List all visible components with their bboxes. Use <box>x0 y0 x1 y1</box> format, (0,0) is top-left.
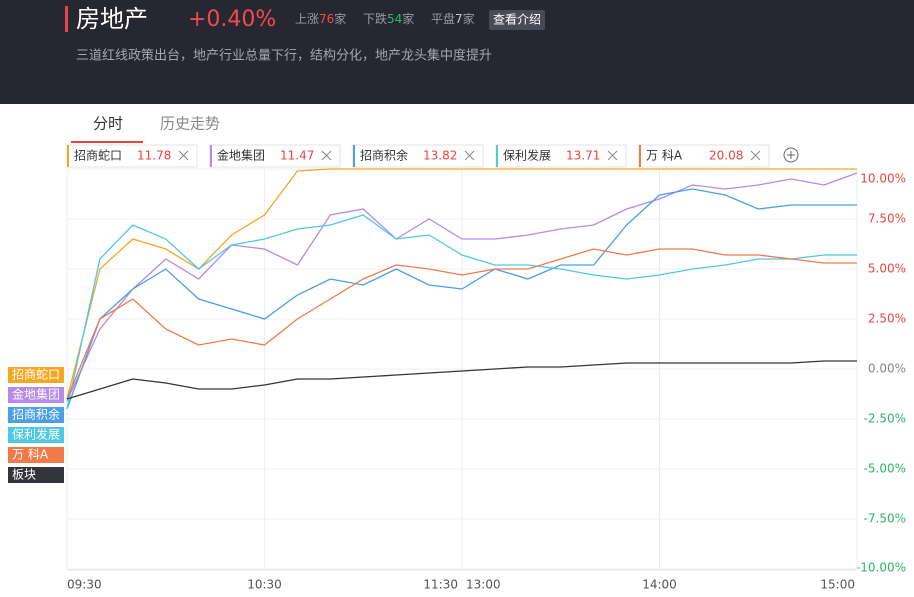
series-line <box>66 360 857 400</box>
x-tick-label: 15:00 <box>820 578 855 592</box>
header-bg <box>0 0 914 104</box>
y-tick-label: 10.00% <box>860 172 906 186</box>
chip-close[interactable] <box>464 150 475 161</box>
stat-count: 54 <box>387 12 402 26</box>
chip-name: 金地集团 <box>217 148 265 163</box>
chip-close[interactable] <box>178 150 189 161</box>
chip-price: 20.08 <box>709 149 743 163</box>
stat-unit: 家 <box>402 11 414 26</box>
series-line <box>66 214 857 410</box>
legend-box <box>8 447 64 463</box>
y-tick-label: -5.00% <box>864 462 906 476</box>
intro-button[interactable] <box>489 10 545 30</box>
legend-label: 万 科A <box>12 448 49 462</box>
chip-name: 保利发展 <box>503 148 551 163</box>
chip-color <box>496 145 498 167</box>
add-button[interactable] <box>783 147 799 163</box>
stat-label: 上涨 <box>295 11 319 26</box>
chip-close[interactable] <box>607 150 618 161</box>
chip-price: 13.82 <box>423 149 457 163</box>
x-tick-label: 10:30 <box>247 578 282 592</box>
stat: 平盘7家 <box>431 11 475 26</box>
legend-box <box>8 467 64 483</box>
stat-label: 下跌 <box>363 11 387 26</box>
legend-box <box>8 407 64 423</box>
chip-close[interactable] <box>750 150 761 161</box>
chip-close[interactable] <box>321 150 332 161</box>
intro-button-label[interactable]: 查看介绍 <box>493 13 541 27</box>
stat-unit: 家 <box>463 11 475 26</box>
chip-color <box>353 145 355 167</box>
y-tick-label: 7.50% <box>868 212 906 226</box>
series-line <box>66 248 857 400</box>
y-tick-label: 2.50% <box>868 312 906 326</box>
chip-color <box>210 145 212 167</box>
x-tick-label: 11:30 <box>423 578 458 592</box>
legend-label: 金地集团 <box>12 387 60 402</box>
x-tick-label: 14:00 <box>642 578 677 592</box>
y-tick-label: -2.50% <box>864 412 906 426</box>
series-line <box>66 188 857 410</box>
legend-box <box>8 367 64 383</box>
chip-color <box>639 145 641 167</box>
legend-label: 保利发展 <box>12 427 60 442</box>
x-tick-label: 13:00 <box>466 578 501 592</box>
tab[interactable]: 历史走势 <box>160 115 220 133</box>
tab-active[interactable]: 分时 <box>93 115 123 133</box>
stat-count: 7 <box>455 12 463 26</box>
title: 房地产 <box>76 5 148 33</box>
stat-label: 平盘 <box>431 11 455 26</box>
add-icon <box>787 151 795 159</box>
chip-name: 招商蛇口 <box>74 148 122 163</box>
x-tick-label: 09:30 <box>67 578 102 592</box>
stat: 上涨76家 <box>295 11 346 26</box>
y-tick-label: -7.50% <box>864 512 906 526</box>
y-tick-label: -10.00% <box>856 561 906 575</box>
stat-unit: 家 <box>334 11 346 26</box>
y-tick-label: 5.00% <box>868 262 906 276</box>
chip-price: 11.78 <box>137 149 171 163</box>
tab-underline <box>71 141 143 143</box>
series-line <box>66 172 858 402</box>
chip-price: 13.71 <box>566 149 600 163</box>
legend-box <box>8 427 64 443</box>
chip-price: 11.47 <box>280 149 314 163</box>
legend-label: 招商积余 <box>12 407 60 422</box>
stat-count: 76 <box>319 12 334 26</box>
chip-name: 招商积余 <box>360 148 408 163</box>
legend-label: 板块 <box>12 468 36 482</box>
change: +0.40% <box>188 7 276 32</box>
y-tick-label: 0.00% <box>868 362 906 376</box>
description: 三道红线政策出台，地产行业总量下行，结构分化，地产龙头集中度提升 <box>76 48 492 64</box>
chip-color <box>67 145 69 167</box>
legend-box <box>8 387 64 403</box>
legend-label: 招商蛇口 <box>12 367 60 382</box>
stat: 下跌54家 <box>363 11 414 26</box>
chip-name: 万 科A <box>646 149 683 163</box>
title-bar <box>65 6 68 32</box>
